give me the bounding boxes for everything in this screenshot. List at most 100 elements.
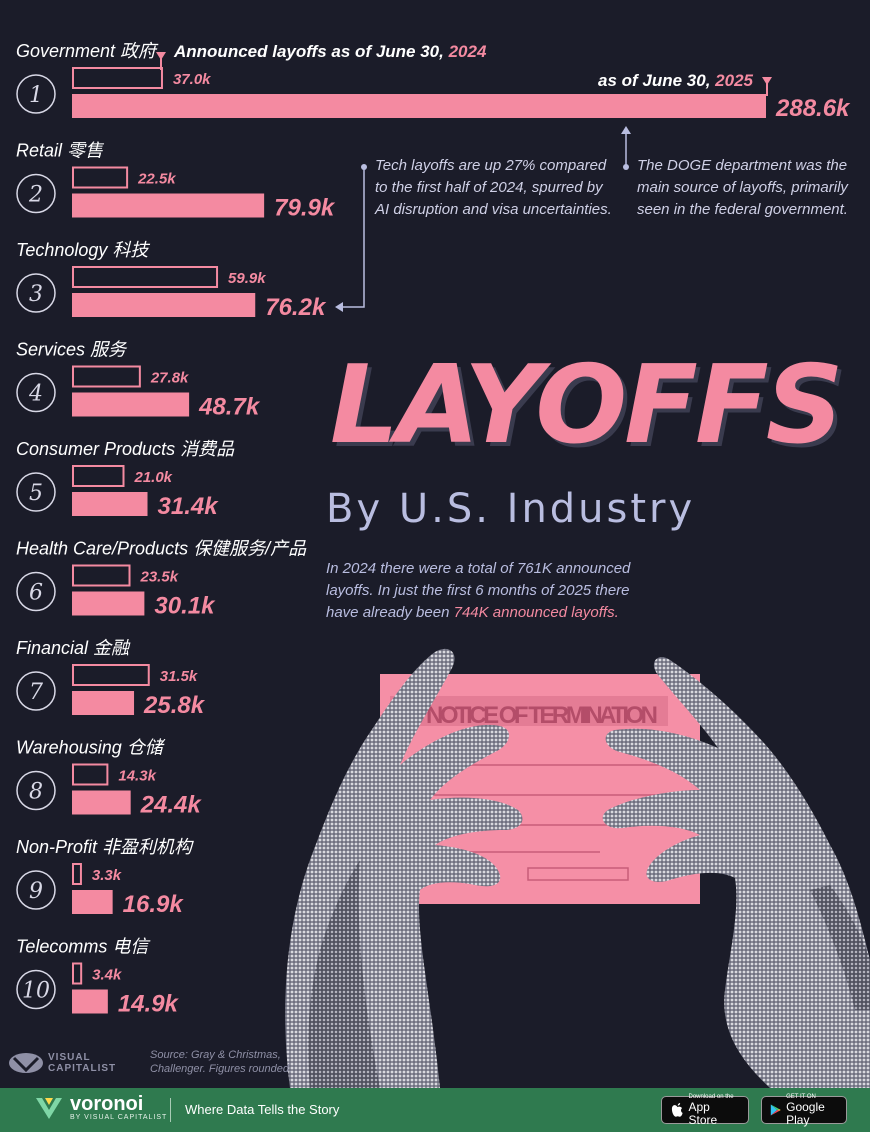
doge-note-line-3: seen in the federal government. <box>637 201 848 218</box>
rank-number: 7 <box>29 680 43 705</box>
visual-capitalist-icon <box>9 1053 43 1073</box>
rank-number: 2 <box>28 183 43 208</box>
bar-row: Financial 金融 7 31.5k 25.8k <box>16 638 206 719</box>
category-label: Warehousing 仓储 <box>16 738 166 758</box>
rank-number: 3 <box>29 282 43 307</box>
bar-2025 <box>72 691 135 715</box>
google-play-icon <box>770 1104 781 1116</box>
footer-tagline: Where Data Tells the Story <box>185 1102 340 1117</box>
bar-2025 <box>72 790 131 815</box>
termination-card: NOTICE OF TERMINATION <box>380 674 700 904</box>
tech-arrowhead <box>335 302 343 312</box>
doge-dot <box>623 164 629 170</box>
bar-2024 <box>72 166 129 189</box>
tech-note-line-1: Tech layoffs are up 27% compared <box>375 157 607 174</box>
legend-2024: Announced layoffs as of June 30, 2024 <box>173 42 487 61</box>
rank-number: 4 <box>28 382 43 407</box>
rank-number: 6 <box>29 581 43 606</box>
voronoi-name: voronoi <box>70 1093 144 1115</box>
rank-number: 9 <box>29 879 43 904</box>
voronoi-icon <box>36 1097 62 1119</box>
value-label-2024: 14.3k <box>118 768 156 785</box>
legend-2025-year: 2025 <box>714 71 753 90</box>
bar-chart: Announced layoffs as of June 30, 2024 as… <box>16 41 851 1018</box>
value-label-2024: 37.0k <box>173 71 211 88</box>
bar-2025 <box>72 193 265 218</box>
rank-circle <box>16 472 56 512</box>
value-label-2025: 48.7k <box>198 394 261 421</box>
rank-circle <box>16 173 56 214</box>
doge-note-line-1: The DOGE department was the <box>637 157 847 174</box>
category-label: Health Care/Products 保健服务/产品 <box>16 539 307 559</box>
tech-connector <box>342 167 365 308</box>
bar-2024 <box>72 67 163 89</box>
rank-circle <box>16 273 56 313</box>
annotation-tech: Tech layoffs are up 27% compared to the … <box>335 157 612 312</box>
rank-circle <box>16 571 56 612</box>
legend-2025-prefix: as of June 30, <box>598 71 715 90</box>
rank-number: 5 <box>29 481 43 506</box>
bar-2024 <box>72 365 141 388</box>
legend-2024-year: 2024 <box>448 42 487 61</box>
value-label-2024: 22.5k <box>137 171 176 188</box>
value-label-2024: 31.5k <box>160 668 198 685</box>
bar-2025 <box>72 492 148 516</box>
rank-number: 8 <box>29 780 43 805</box>
value-label-2024: 3.4k <box>92 967 122 984</box>
app-store-button[interactable]: Download on the App Store <box>661 1093 749 1127</box>
app-store-label: App Store <box>688 1099 718 1127</box>
rank-circle <box>16 770 56 811</box>
left-hand <box>285 648 523 1088</box>
category-label: Technology 科技 <box>16 240 150 260</box>
footer-bar: voronoi BY VISUAL CAPITALIST Where Data … <box>0 1088 870 1132</box>
bar-2025 <box>72 293 256 317</box>
bar-2024 <box>72 266 219 288</box>
google-play-button[interactable]: GET IT ON Google Play <box>761 1093 847 1126</box>
rank-circle <box>16 969 56 1010</box>
apple-icon <box>671 1103 683 1117</box>
bar-row: Warehousing 仓储 8 14.3k 24.4k <box>16 738 202 819</box>
value-label-2025: 79.9k <box>274 195 336 222</box>
bar-row: Retail 零售 2 22.5k 79.9k <box>16 141 336 222</box>
rank-circle <box>16 372 56 413</box>
right-hand <box>602 657 870 1088</box>
value-label-2024: 23.5k <box>140 569 179 586</box>
value-label-2025: 16.9k <box>123 891 185 918</box>
value-label-2025: 288.6k <box>775 95 851 122</box>
hero-title: LAYOFFS <box>330 343 844 468</box>
category-label: Financial 金融 <box>16 638 131 658</box>
value-label-2024: 27.8k <box>150 370 189 387</box>
category-label: Retail 零售 <box>16 141 105 161</box>
intro-highlight: 744K announced layoffs. <box>453 604 619 621</box>
visual-capitalist-wordmark: VISUAL CAPITALIST <box>48 1052 117 1074</box>
bar-2024 <box>72 863 82 885</box>
value-label-2025: 76.2k <box>265 294 327 321</box>
category-label: Non-Profit 非盈利机构 <box>16 837 194 857</box>
bar-row: Services 服务 4 27.8k 48.7k <box>16 340 261 421</box>
value-label-2024: 21.0k <box>133 469 172 486</box>
doge-arrowhead <box>621 126 631 134</box>
bar-row: Health Care/Products 保健服务/产品 6 23.5k 30.1k <box>16 539 307 620</box>
app-store-small-text: Download on the <box>688 1093 734 1100</box>
bar-2025 <box>72 591 145 616</box>
source-note: Source: Gray & Christmas, Challenger. Fi… <box>150 1049 293 1075</box>
value-label-2025: 25.8k <box>143 692 206 719</box>
tech-note-line-2: to the first half of 2024, spurred by <box>375 179 604 196</box>
tech-note-line-3: AI disruption and visa uncertainties. <box>374 201 612 218</box>
voronoi-logo[interactable]: voronoi BY VISUAL CAPITALIST <box>34 1094 167 1121</box>
card-title: NOTICE OF TERMINATION <box>426 702 658 729</box>
bar-2024 <box>72 962 83 985</box>
annotation-doge: The DOGE department was the main source … <box>621 126 849 218</box>
value-label-2025: 24.4k <box>140 792 203 819</box>
doge-note-line-2: main source of layoffs, primarily <box>637 179 849 196</box>
value-label-2025: 14.9k <box>118 991 180 1018</box>
bar-row: Telecomms 电信 10 3.4k 14.9k <box>16 937 180 1018</box>
legend-2025: as of June 30, 2025 <box>598 71 754 90</box>
value-label-2024: 59.9k <box>228 270 266 287</box>
rank-number: 1 <box>29 83 43 108</box>
google-play-small-text: GET IT ON <box>786 1093 816 1100</box>
category-label: Government 政府 <box>16 41 159 61</box>
category-label: Services 服务 <box>16 340 128 360</box>
bar-row: Government 政府 1 37.0k 288.6k <box>16 41 851 122</box>
